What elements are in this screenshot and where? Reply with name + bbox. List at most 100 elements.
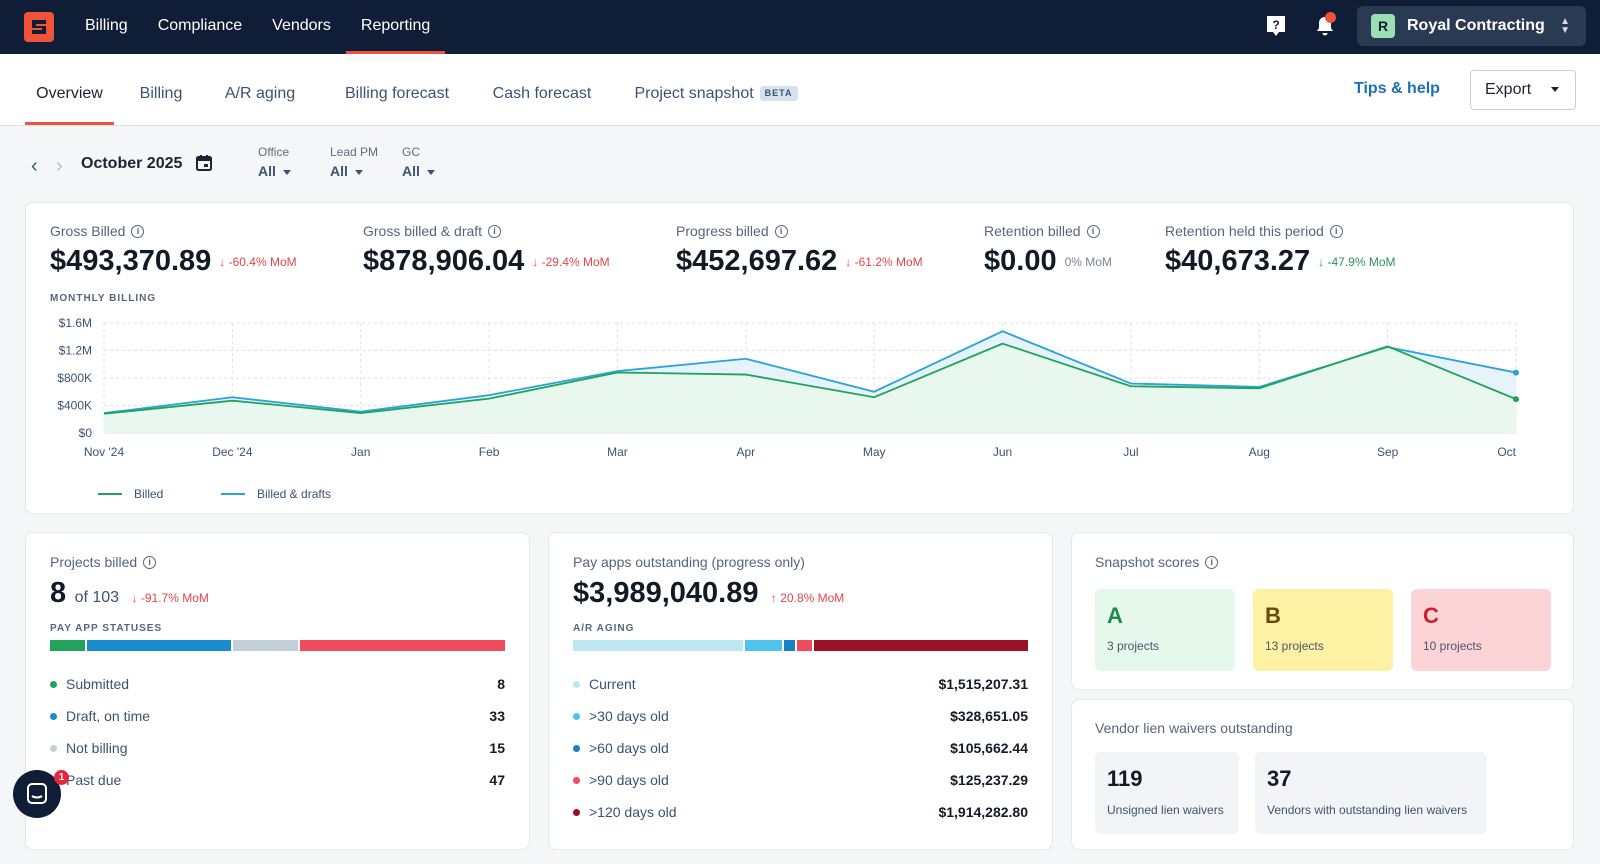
pay-apps-delta: ↑ 20.8% MoM: [770, 590, 845, 605]
bar-segment: [573, 640, 743, 651]
y-tick-label: $800K: [57, 371, 92, 385]
metric-progress-billed: Progress billed i $452,697.62 ↓ -61.2% MoM: [676, 223, 923, 278]
snapshot-label: Snapshot scores: [1095, 554, 1200, 570]
company-switcher[interactable]: R Royal Contracting ▲ ▼: [1357, 6, 1586, 46]
score-c-tile[interactable]: C 10 projects: [1411, 589, 1551, 671]
x-tick-label: Dec '24: [212, 445, 253, 459]
snapshot-scores-card: Snapshot scores i A 3 projects B 13 proje…: [1071, 532, 1574, 690]
score-letter: C: [1423, 603, 1439, 628]
x-tick-label: Nov '24: [84, 445, 125, 459]
list-item-value: $1,914,282.80: [938, 804, 1028, 820]
svg-text:?: ?: [1272, 18, 1279, 32]
y-tick-label: $400K: [57, 399, 92, 413]
info-icon[interactable]: i: [1329, 224, 1343, 238]
calendar-icon[interactable]: [195, 154, 213, 172]
pay-app-statuses-caption: PAY APP STATUSES: [50, 623, 163, 634]
filter-gc-value[interactable]: All: [402, 163, 435, 179]
tips-help-link[interactable]: Tips & help: [1354, 80, 1440, 97]
metric-delta: ↓ -29.4% MoM: [532, 255, 610, 270]
metric-value: $0.00: [984, 245, 1057, 277]
info-icon[interactable]: i: [131, 224, 145, 238]
x-tick-label: Jul: [1123, 445, 1138, 459]
metric-retention-held: Retention held this period i $40,673.27 ↓ …: [1165, 223, 1396, 278]
lien-count: 119: [1107, 766, 1143, 791]
legend-billed-drafts-label: Billed & drafts: [257, 487, 332, 501]
period-label[interactable]: October 2025: [81, 155, 183, 172]
info-icon[interactable]: i: [488, 224, 502, 238]
legend-dot: [573, 744, 580, 752]
info-icon[interactable]: i: [774, 224, 788, 238]
x-tick-label: Jan: [351, 445, 370, 459]
metric-retention-billed: Retention billed i $0.00 0% MoM: [984, 223, 1112, 278]
y-tick-label: $1.6M: [59, 316, 92, 330]
legend-billed-label: Billed: [134, 487, 164, 501]
lien-waivers-card: Vendor lien waivers outstanding 119 Unsi…: [1071, 699, 1574, 850]
score-a-tile[interactable]: A 3 projects: [1095, 589, 1235, 671]
filter-lead-pm-label: Lead PM: [330, 145, 379, 159]
filter-office-value[interactable]: All: [258, 163, 291, 179]
list-item-label: Current: [589, 676, 636, 692]
company-avatar: R: [1371, 14, 1395, 38]
metric-value: $493,370.89: [50, 245, 212, 277]
siteline-logo-icon[interactable]: [24, 12, 54, 42]
billed-point: [1513, 396, 1519, 403]
nav-billing[interactable]: Billing: [85, 17, 128, 34]
tab-project-snapshot[interactable]: Project snapshot BETA: [626, 54, 806, 125]
list-item: Submitted 8: [50, 674, 505, 694]
list-item-value: $125,237.29: [950, 772, 1028, 788]
tab-project-snapshot-label: Project snapshot: [634, 85, 754, 102]
list-item-value: $328,651.05: [950, 708, 1028, 724]
y-tick-label: $1.2M: [59, 344, 92, 358]
list-item: >30 days old $328,651.05: [573, 706, 1028, 726]
filter-office[interactable]: Office All: [258, 145, 291, 179]
list-item-label: >60 days old: [589, 740, 669, 756]
pay-apps-value: $3,989,040.89: [573, 577, 759, 609]
bar-segment: [86, 640, 231, 651]
tab-ar-aging[interactable]: A/R aging: [224, 85, 296, 102]
nav-reporting[interactable]: Reporting: [345, 0, 446, 54]
info-icon[interactable]: i: [1086, 224, 1100, 238]
lien-text: Vendors with outstanding lien waivers: [1267, 803, 1468, 817]
top-navbar: Billing Compliance Vendors Reporting ? R…: [0, 0, 1600, 54]
export-button[interactable]: Export: [1470, 70, 1576, 110]
list-item-value: 47: [489, 772, 505, 788]
info-icon[interactable]: i: [1205, 555, 1219, 569]
x-tick-label: Oct: [1497, 445, 1516, 459]
list-item: Past due 47: [50, 770, 505, 790]
filter-lead-pm[interactable]: Lead PM All: [330, 145, 378, 179]
list-item: >120 days old $1,914,282.80: [573, 802, 1028, 822]
lien-text: Unsigned lien waivers: [1107, 803, 1224, 817]
help-icon[interactable]: ?: [1265, 14, 1287, 38]
score-count: 3 projects: [1107, 639, 1160, 653]
nav-vendors[interactable]: Vendors: [272, 17, 331, 34]
bar-segment: [50, 640, 85, 651]
metric-gross-billed: Gross Billed i $493,370.89 ↓ -60.4% MoM: [50, 223, 297, 278]
score-b-tile[interactable]: B 13 projects: [1253, 589, 1393, 671]
projects-delta: ↓ -91.7% MoM: [131, 590, 209, 605]
list-item: >60 days old $105,662.44: [573, 738, 1028, 758]
list-item-label: Past due: [66, 772, 122, 788]
chat-unread-badge: 1: [54, 770, 69, 785]
billed-line: [103, 342, 1517, 415]
tab-billing[interactable]: Billing: [139, 85, 183, 102]
tab-billing-forecast[interactable]: Billing forecast: [344, 85, 450, 102]
prev-month-icon[interactable]: ‹: [31, 155, 38, 177]
tab-overview[interactable]: Overview: [25, 54, 114, 125]
metric-label: Retention billed: [984, 223, 1081, 239]
metric-delta: 0% MoM: [1064, 255, 1112, 270]
bar-segment: [783, 640, 796, 651]
filter-lead-pm-value[interactable]: All: [330, 163, 378, 179]
list-item: >90 days old $125,237.29: [573, 770, 1028, 790]
list-item: Not billing 15: [50, 738, 505, 758]
billed-drafts-line: [103, 330, 1517, 414]
nav-compliance[interactable]: Compliance: [157, 17, 243, 34]
next-month-icon[interactable]: ›: [56, 155, 63, 177]
tab-cash-forecast[interactable]: Cash forecast: [492, 85, 592, 102]
info-icon[interactable]: i: [143, 555, 157, 569]
pay-app-status-bar: [50, 640, 507, 651]
vendors-lien-waivers-tile[interactable]: 37 Vendors with outstanding lien waivers: [1255, 752, 1487, 834]
bar-segment: [232, 640, 299, 651]
unsigned-lien-waivers-tile[interactable]: 119 Unsigned lien waivers: [1095, 752, 1239, 834]
filter-gc[interactable]: GC All: [402, 145, 435, 179]
chat-launcher-button[interactable]: [13, 770, 61, 818]
